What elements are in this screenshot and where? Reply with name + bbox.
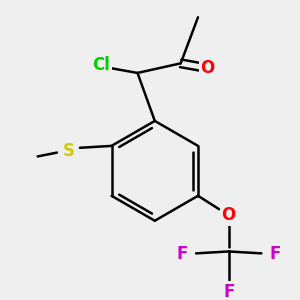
Text: S: S xyxy=(62,142,74,160)
Text: O: O xyxy=(222,206,236,224)
Text: O: O xyxy=(200,59,215,77)
Text: F: F xyxy=(177,245,188,263)
Text: F: F xyxy=(223,283,234,300)
Text: F: F xyxy=(269,245,281,263)
Text: Cl: Cl xyxy=(92,56,110,74)
